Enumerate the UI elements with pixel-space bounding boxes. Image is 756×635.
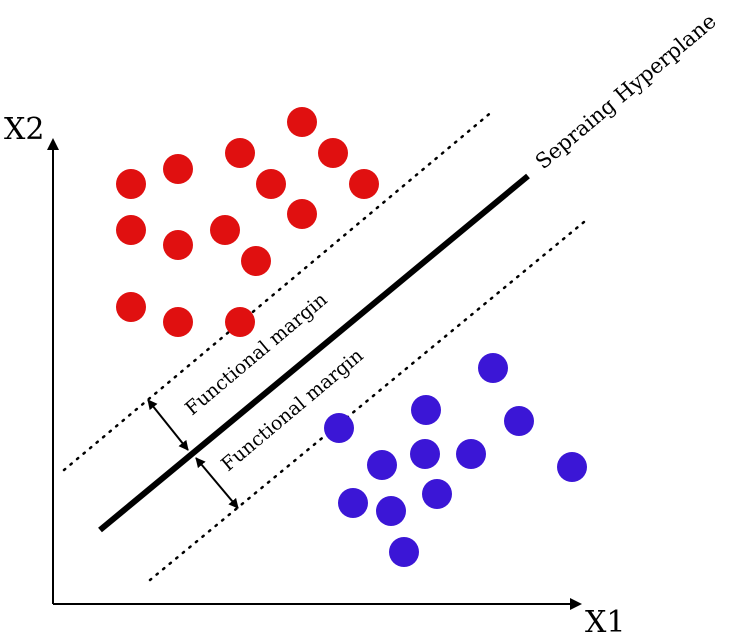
class-a-point: [163, 230, 193, 260]
class-b-point: [389, 537, 419, 567]
class-a-point: [349, 169, 379, 199]
class-a-point: [163, 154, 193, 184]
upper-margin-line: [62, 108, 496, 472]
class-a-point: [287, 107, 317, 137]
class-b-point: [367, 450, 397, 480]
class-b-point: [410, 439, 440, 469]
lower-margin-arrow: [195, 457, 239, 509]
class-a-point: [287, 199, 317, 229]
class-b-point: [478, 353, 508, 383]
lower-margin-line: [148, 220, 586, 582]
class-b-point: [422, 479, 452, 509]
class-a-point: [241, 246, 271, 276]
class-a-point: [116, 169, 146, 199]
class-b-points: [324, 353, 587, 567]
class-a-point: [163, 307, 193, 337]
class-b-point: [504, 406, 534, 436]
class-a-point: [225, 138, 255, 168]
class-b-point: [338, 488, 368, 518]
class-a-points: [116, 107, 379, 337]
y-axis-label: X2: [4, 112, 44, 147]
upper-margin-arrow: [147, 399, 189, 451]
class-a-point: [256, 169, 286, 199]
class-b-point: [557, 452, 587, 482]
class-b-point: [456, 439, 486, 469]
class-a-point: [210, 215, 240, 245]
class-b-point: [411, 395, 441, 425]
x-axis-label: X1: [585, 605, 625, 635]
class-a-point: [116, 215, 146, 245]
class-b-point: [376, 496, 406, 526]
class-a-point: [225, 307, 255, 337]
class-b-point: [324, 413, 354, 443]
class-a-point: [116, 292, 146, 322]
separating-hyperplane: [98, 173, 530, 533]
hyperplane-label: Sepraing Hyperplane: [531, 9, 721, 174]
class-a-point: [318, 138, 348, 168]
